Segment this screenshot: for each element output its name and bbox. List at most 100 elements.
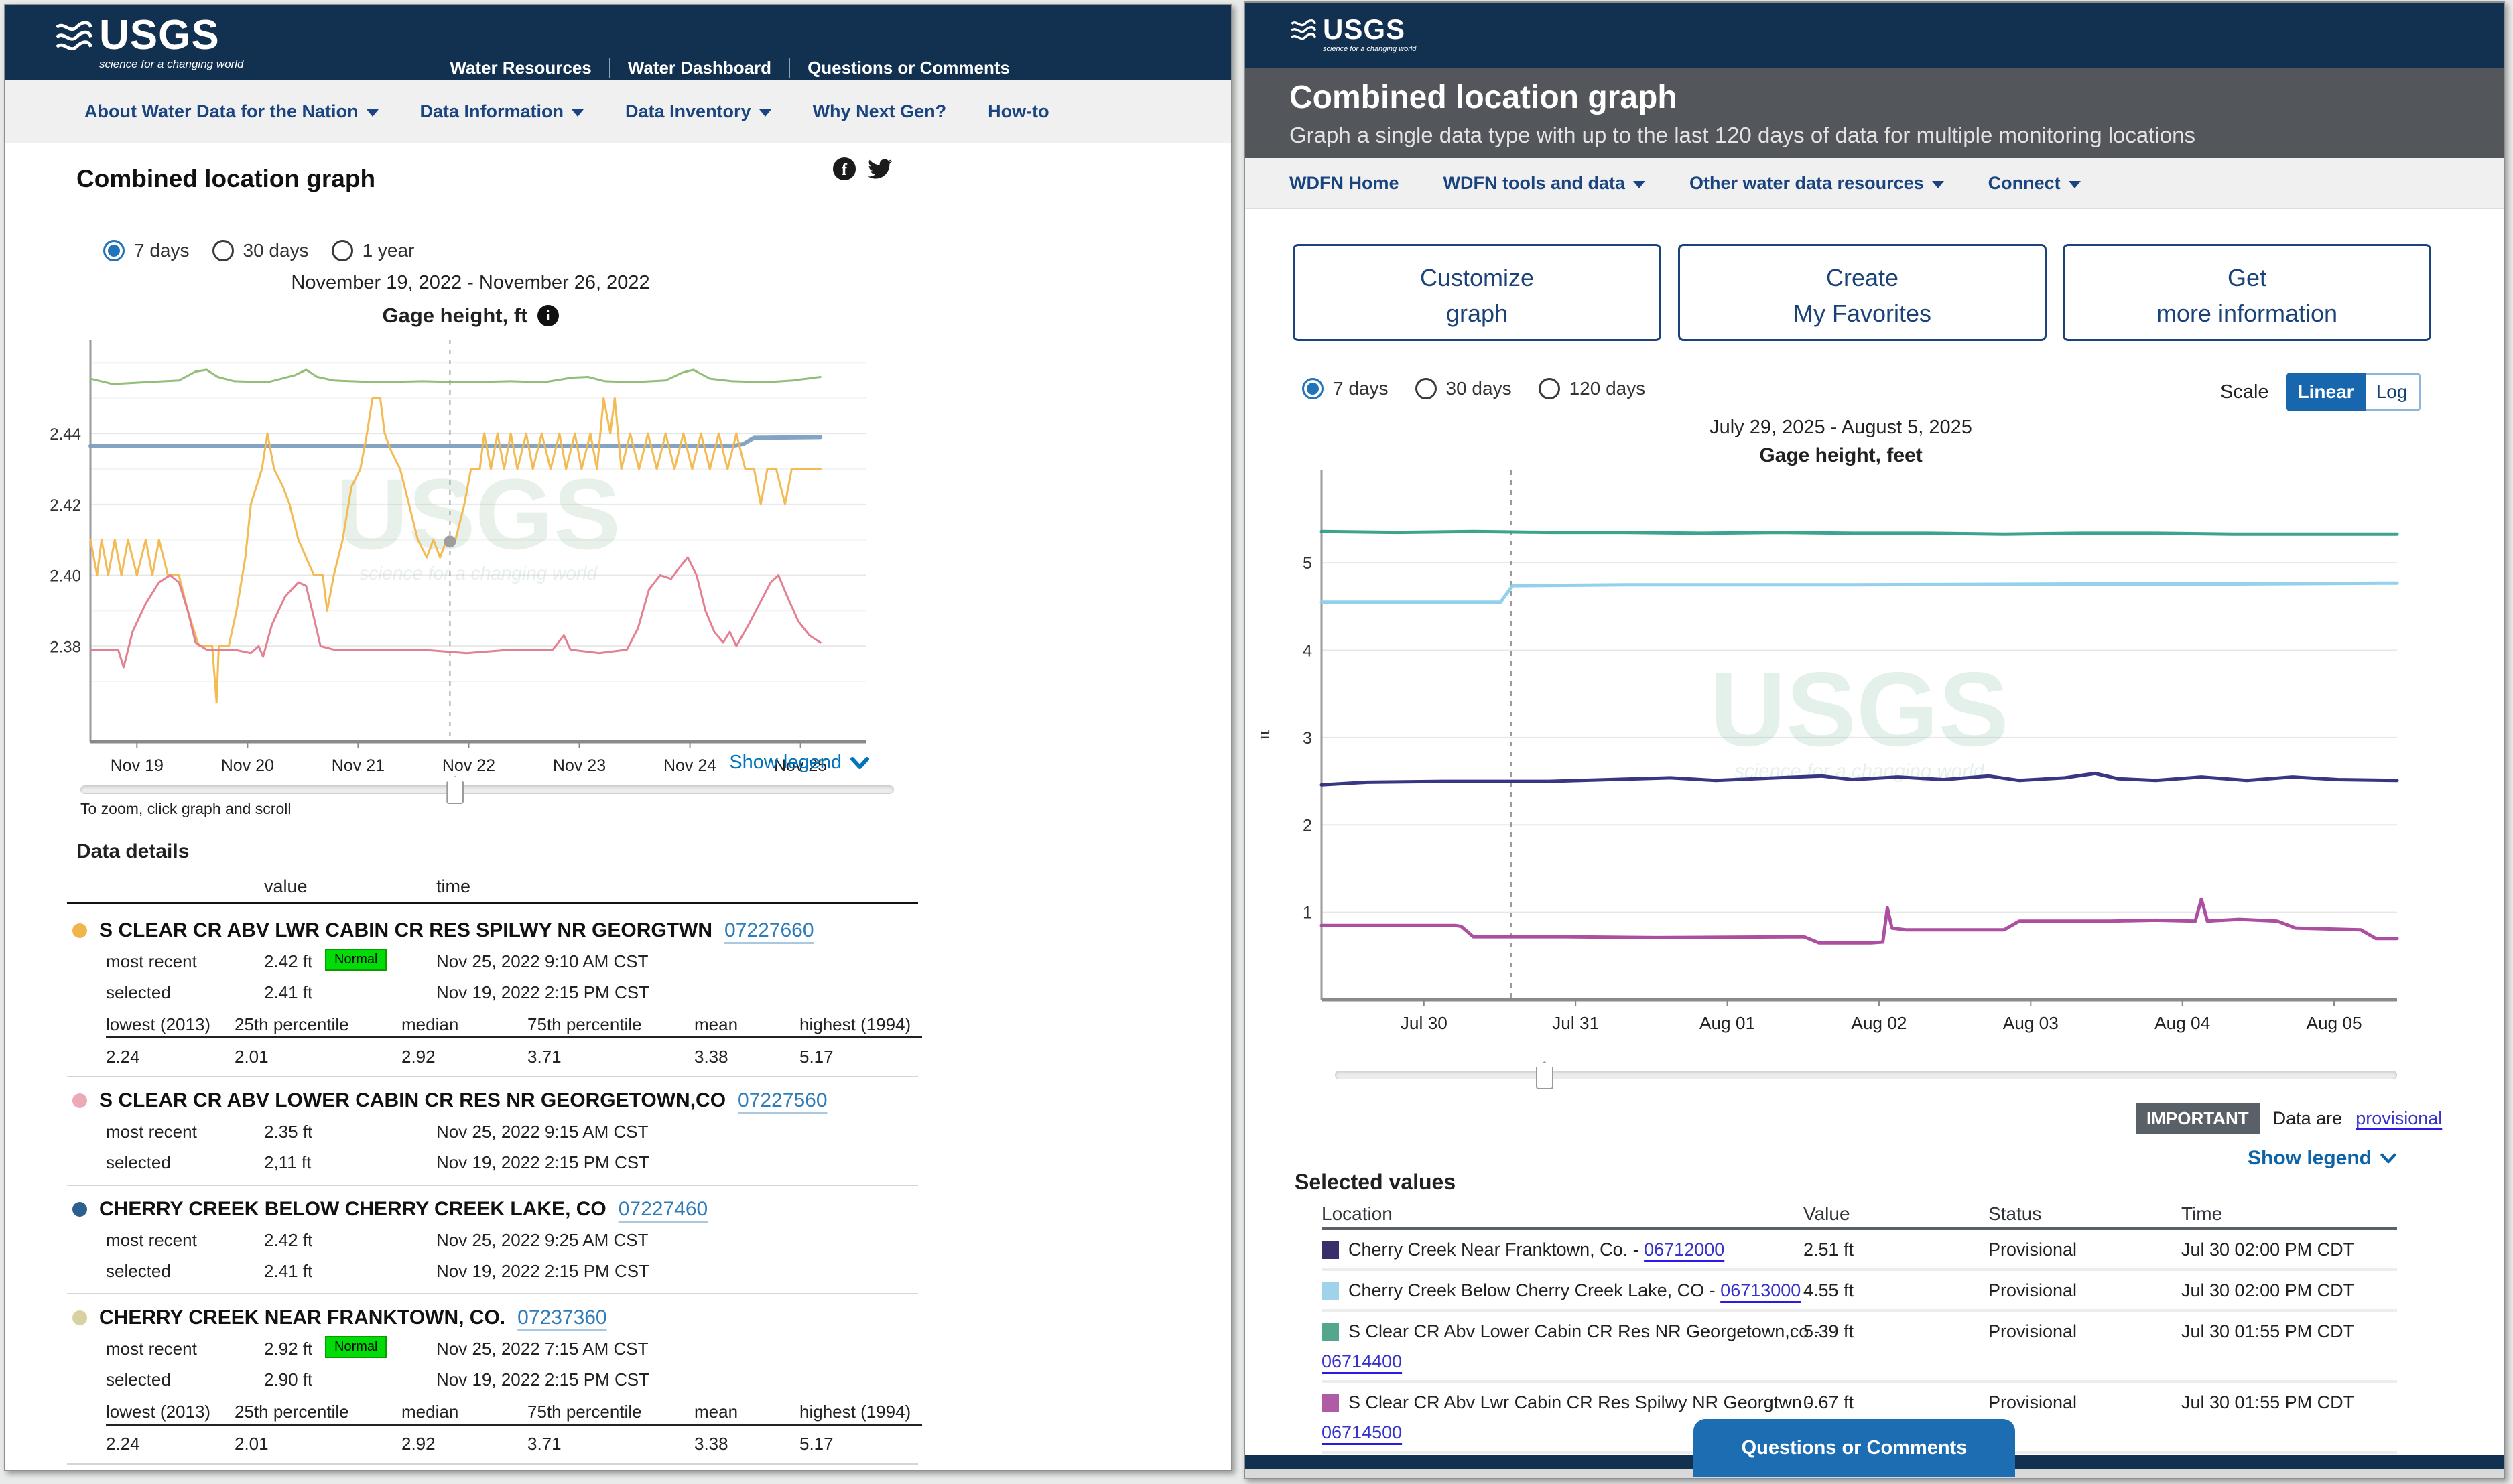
radio-option-7-days[interactable]: 7 days xyxy=(1302,378,1389,399)
nav-item-other-water-data-resources[interactable]: Other water data resources xyxy=(1689,173,1944,194)
station-id-link[interactable]: 06714500 xyxy=(1322,1422,1402,1443)
legacy-wdfn-window: USGS science for a changing world Water … xyxy=(4,4,1232,1471)
radio-unselected-icon[interactable] xyxy=(1539,378,1560,399)
radio-unselected-icon[interactable] xyxy=(212,240,234,261)
nav-item-how-to[interactable]: How-to xyxy=(988,101,1049,122)
show-legend-link[interactable]: Show legend xyxy=(608,752,870,774)
important-badge: IMPORTANT xyxy=(2136,1103,2260,1134)
action-button-get-more-information[interactable]: Getmore information xyxy=(2063,244,2431,341)
usgs-logo[interactable]: USGS science for a changing world xyxy=(54,16,243,71)
data-details-heading: Data details xyxy=(76,840,189,863)
slider-handle[interactable] xyxy=(446,776,464,804)
provisional-notice: IMPORTANT Data are provisional xyxy=(2136,1103,2442,1134)
series-cherry-creek-below-cherry-creek-lake-co-06713000[interactable] xyxy=(1322,583,2397,602)
radio-unselected-icon[interactable] xyxy=(332,240,353,261)
series-s-clear-cr-abv-lwr-cabin-cr-res-spilwy-nr-georgtwn-06714500[interactable] xyxy=(1322,899,2397,943)
nav-item-about-water-data-for-the-nation[interactable]: About Water Data for the Nation xyxy=(84,101,379,122)
radio-selected-icon[interactable] xyxy=(1302,378,1324,399)
usgs-logo[interactable]: USGS science for a changing world xyxy=(1289,16,1416,53)
action-button-create-my-favorites[interactable]: CreateMy Favorites xyxy=(1678,244,2047,341)
radio-option-1-year[interactable]: 1 year xyxy=(332,240,415,261)
y-tick-label: 4 xyxy=(1303,642,1312,661)
chevron-down-icon xyxy=(1633,181,1645,188)
chevron-down-icon xyxy=(572,109,584,117)
stat-value: 3.38 xyxy=(694,1434,728,1455)
series-cherry-creek-below-cherry-creek-lake-co[interactable] xyxy=(90,437,820,446)
stat-value: 5.17 xyxy=(799,1434,834,1455)
series-color-dot xyxy=(72,1310,87,1325)
slider-track[interactable] xyxy=(80,785,894,794)
slider-handle[interactable] xyxy=(1536,1061,1553,1089)
scale-linear-button[interactable]: Linear xyxy=(2286,373,2366,411)
station-name-row: S CLEAR CR ABV LWR CABIN CR RES SPILWY N… xyxy=(67,919,918,942)
station-id-link[interactable]: 06713000 xyxy=(1720,1280,1801,1300)
nav-item-wdfn-home[interactable]: WDFN Home xyxy=(1289,173,1399,194)
row-label: most recent xyxy=(106,1339,197,1359)
nav-item-why-next-gen[interactable]: Why Next Gen? xyxy=(813,101,947,122)
value-cell: 5.39 ft xyxy=(1803,1321,1854,1342)
nav-item-label: Why Next Gen? xyxy=(813,101,947,122)
chart-header: November 19, 2022 - November 26, 2022 Ga… xyxy=(42,272,899,328)
hydrograph-chart[interactable]: 2.382.402.422.44USGSscience for a changi… xyxy=(42,330,899,785)
series-cherry-creek-near-franktown-co[interactable] xyxy=(90,370,820,384)
stat-header: 75th percentile xyxy=(527,1402,642,1422)
radio-label: 7 days xyxy=(134,240,190,261)
twitter-icon[interactable] xyxy=(867,157,893,181)
station-id-link[interactable]: 06712000 xyxy=(1644,1239,1724,1260)
station-id-link[interactable]: 07227460 xyxy=(619,1198,708,1221)
stat-value: 2.92 xyxy=(401,1047,436,1067)
selected-values-table: Location Value Status Time Cherry Creek … xyxy=(1322,1203,2397,1454)
station-id-link[interactable]: 07227660 xyxy=(724,919,814,942)
column-status: Status xyxy=(1988,1203,2041,1225)
time-range-radios: 7 days 30 days 1 year xyxy=(103,240,414,261)
page-title: Combined location graph xyxy=(76,165,375,193)
radio-unselected-icon[interactable] xyxy=(1415,378,1437,399)
header-link-water-dashboard[interactable]: Water Dashboard xyxy=(609,58,771,78)
chevron-down-icon xyxy=(850,755,870,771)
scale-log-button[interactable]: Log xyxy=(2366,373,2421,411)
radio-option-30-days[interactable]: 30 days xyxy=(212,240,309,261)
station-name: CHERRY CREEK NEAR FRANKTOWN, CO. xyxy=(99,1306,505,1329)
radio-option-120-days[interactable]: 120 days xyxy=(1539,378,1646,399)
row-label: most recent xyxy=(106,951,197,972)
action-buttons: CustomizegraphCreateMy FavoritesGetmore … xyxy=(1245,244,2504,341)
y-tick-label: 5 xyxy=(1303,554,1312,573)
radio-option-30-days[interactable]: 30 days xyxy=(1415,378,1512,399)
y-tick-label: 2.38 xyxy=(50,638,81,656)
row-label: selected xyxy=(106,1369,171,1390)
selected-values-header-row: Location Value Status Time xyxy=(1322,1203,2397,1230)
info-icon[interactable]: i xyxy=(537,305,559,326)
x-tick-label: Jul 31 xyxy=(1552,1013,1599,1033)
series-s-clear-cr-abv-lower-cabin-cr-res-nr-georgetown-co-06714400[interactable] xyxy=(1322,531,2397,534)
scale-toggle: Scale Linear Log xyxy=(2220,373,2421,411)
station-id-link[interactable]: 07237360 xyxy=(517,1306,606,1329)
status-badge: Normal xyxy=(325,1336,387,1358)
data-details-entry: S CLEAR CR ABV LOWER CABIN CR RES NR GEO… xyxy=(67,1077,918,1186)
site-nav: WDFN Home WDFN tools and data Other water … xyxy=(1245,158,2504,209)
questions-comments-button[interactable]: Questions or Comments xyxy=(1693,1419,2015,1477)
zoom-hint: To zoom, click graph and scroll xyxy=(80,800,291,818)
slider-track[interactable] xyxy=(1335,1071,2397,1079)
social-share: f xyxy=(832,157,893,181)
nav-item-data-inventory[interactable]: Data Inventory xyxy=(625,101,771,122)
x-tick-label: Nov 22 xyxy=(442,756,495,775)
station-id-link[interactable]: 07227560 xyxy=(738,1089,827,1112)
facebook-icon[interactable]: f xyxy=(832,157,856,181)
header-link-questions-or-comments[interactable]: Questions or Comments xyxy=(789,58,1010,78)
status-cell: Provisional xyxy=(1988,1239,2077,1260)
page-title: Combined location graph xyxy=(1289,79,2504,116)
nav-item-wdfn-tools-and-data[interactable]: WDFN tools and data xyxy=(1443,173,1646,194)
action-button-customize-graph[interactable]: Customizegraph xyxy=(1293,244,1661,341)
provisional-link[interactable]: provisional xyxy=(2356,1108,2442,1129)
station-id-link[interactable]: 06714400 xyxy=(1322,1351,1402,1372)
hydrograph-chart[interactable]: 12345USGSscience for a changing worldJul… xyxy=(1261,464,2421,1053)
nav-item-data-information[interactable]: Data Information xyxy=(420,101,584,122)
radio-option-7-days[interactable]: 7 days xyxy=(103,240,190,261)
station-name-row: CHERRY CREEK NEAR FRANKTOWN, CO. 07237360 xyxy=(67,1306,918,1329)
show-legend-link[interactable]: Show legend xyxy=(2130,1147,2397,1170)
radio-selected-icon[interactable] xyxy=(103,240,125,261)
usgs-header: USGS science for a changing world xyxy=(1245,3,2504,68)
nav-item-connect[interactable]: Connect xyxy=(1988,173,2081,194)
header-link-water-resources[interactable]: Water Resources xyxy=(450,58,591,78)
location-name: S Clear CR Abv Lwr Cabin CR Res Spilwy N… xyxy=(1348,1392,1813,1412)
